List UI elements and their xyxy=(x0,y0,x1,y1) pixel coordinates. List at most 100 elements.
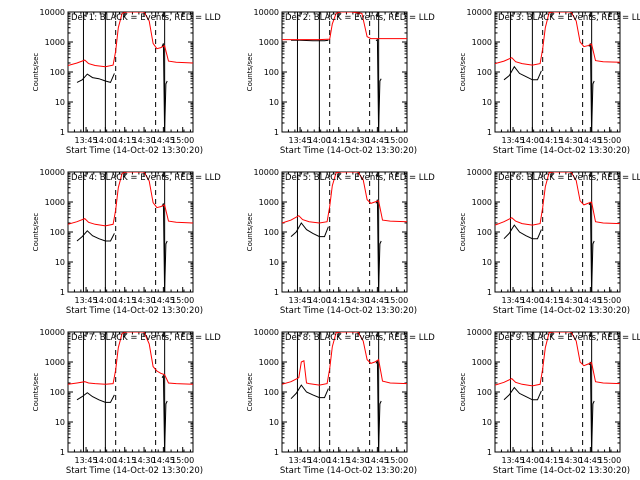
lld-series-line xyxy=(282,172,407,224)
events-series-line xyxy=(503,65,542,81)
lld-series-line xyxy=(495,172,620,226)
y-tick-label: 10 xyxy=(269,258,279,267)
x-tick-label: 14:30 xyxy=(559,296,582,305)
x-tick-label: 15:00 xyxy=(385,136,408,145)
y-tick-label: 1 xyxy=(274,448,279,457)
y-tick-label: 1 xyxy=(487,288,492,297)
y-tick-label: 10000 xyxy=(254,328,279,337)
x-tick-label: 14:45 xyxy=(152,136,175,145)
x-tick-label: 14:15 xyxy=(540,456,563,465)
y-tick-label: 10 xyxy=(55,98,65,107)
x-tick-label: 14:15 xyxy=(540,296,563,305)
x-tick-label: 14:15 xyxy=(113,296,136,305)
y-tick-label: 100 xyxy=(264,68,279,77)
events-series-line xyxy=(290,222,329,238)
lld-series-line xyxy=(68,12,193,68)
y-tick-label: 10000 xyxy=(467,168,492,177)
panel-7: 1 10 100 1000 10000 13:4514:0014:1514:3014:45… xyxy=(32,328,221,476)
x-tick-label: 15:00 xyxy=(598,456,621,465)
x-tick-label: 14:00 xyxy=(94,136,117,145)
events-series-line xyxy=(291,39,329,42)
panel-title: Det 9: BLACK = Events, RED = LLD xyxy=(498,333,640,343)
y-tick-label: 1000 xyxy=(45,198,65,207)
y-tick-label: 1000 xyxy=(259,198,279,207)
x-tick-label: 14:45 xyxy=(152,296,175,305)
x-axis-label: Start Time (14-Oct-02 13:30:20) xyxy=(66,306,203,316)
x-tick-label: 13:45 xyxy=(75,456,98,465)
x-tick-label: 14:30 xyxy=(132,456,155,465)
panel-8: 1 10 100 1000 10000 13:4514:0014:1514:3014:45… xyxy=(246,328,435,476)
events-series-line xyxy=(161,374,168,452)
x-tick-label: 15:00 xyxy=(171,296,194,305)
lld-series-line xyxy=(68,172,193,227)
lld-series-line xyxy=(282,12,407,41)
y-tick-label: 1 xyxy=(487,128,492,137)
x-tick-label: 14:30 xyxy=(346,456,369,465)
events-series-line xyxy=(161,203,168,292)
y-tick-label: 100 xyxy=(477,68,492,77)
panel-title: Det 5: BLACK = Events, RED = LLD xyxy=(285,173,435,183)
x-tick-label: 14:30 xyxy=(559,456,582,465)
panel-2: 1 10 100 1000 10000 13:4514:0014:1514:3014:45… xyxy=(246,8,435,156)
events-series-line xyxy=(290,384,329,400)
y-tick-label: 10000 xyxy=(254,8,279,17)
y-tick-label: 1000 xyxy=(45,358,65,367)
x-tick-label: 13:45 xyxy=(502,456,525,465)
plot-frame xyxy=(281,11,408,133)
y-tick-label: 1 xyxy=(60,288,65,297)
y-axis-label: Counts/sec xyxy=(246,373,254,412)
y-tick-label: 10000 xyxy=(254,168,279,177)
x-tick-label: 14:45 xyxy=(579,136,602,145)
y-tick-label: 10 xyxy=(269,418,279,427)
x-tick-label: 14:30 xyxy=(346,136,369,145)
x-tick-label: 15:00 xyxy=(171,456,194,465)
x-axis-label: Start Time (14-Oct-02 13:30:20) xyxy=(280,306,417,316)
x-tick-label: 14:00 xyxy=(521,136,544,145)
x-tick-label: 14:45 xyxy=(366,296,389,305)
y-axis-label: Counts/sec xyxy=(246,53,254,92)
events-series-line xyxy=(161,43,168,132)
events-series-line xyxy=(503,386,542,401)
x-tick-label: 14:00 xyxy=(521,296,544,305)
panel-5: 1 10 100 1000 10000 13:4514:0014:1514:3014:45… xyxy=(246,168,435,316)
y-tick-label: 10 xyxy=(482,418,492,427)
y-tick-label: 1 xyxy=(274,288,279,297)
y-tick-label: 100 xyxy=(477,388,492,397)
x-axis-label: Start Time (14-Oct-02 13:30:20) xyxy=(66,146,203,156)
panel-title: Det 2: BLACK = Events, RED = LLD xyxy=(285,13,435,23)
y-tick-label: 1000 xyxy=(472,358,492,367)
y-tick-label: 1000 xyxy=(259,358,279,367)
x-tick-label: 13:45 xyxy=(502,136,525,145)
y-tick-label: 1 xyxy=(60,448,65,457)
panel-title: Det 1: BLACK = Events, RED = LLD xyxy=(71,13,221,23)
x-tick-label: 13:45 xyxy=(75,296,98,305)
plot-frame xyxy=(494,331,621,453)
x-tick-label: 14:45 xyxy=(579,456,602,465)
x-tick-label: 15:00 xyxy=(171,136,194,145)
x-tick-label: 14:15 xyxy=(327,296,350,305)
x-axis-label: Start Time (14-Oct-02 13:30:20) xyxy=(280,146,417,156)
x-tick-label: 15:00 xyxy=(385,456,408,465)
y-tick-label: 10000 xyxy=(40,168,65,177)
y-tick-label: 1000 xyxy=(472,38,492,47)
x-tick-label: 14:30 xyxy=(559,136,582,145)
x-tick-label: 13:45 xyxy=(289,456,312,465)
y-tick-label: 10 xyxy=(55,258,65,267)
x-tick-label: 14:30 xyxy=(346,296,369,305)
panel-title: Det 3: BLACK = Events, RED = LLD xyxy=(498,13,640,23)
lld-series-line xyxy=(68,332,193,385)
lld-series-line xyxy=(495,332,620,387)
panel-title: Det 4: BLACK = Events, RED = LLD xyxy=(71,173,221,183)
panel-title: Det 7: BLACK = Events, RED = LLD xyxy=(71,333,221,343)
y-tick-label: 10000 xyxy=(467,8,492,17)
y-tick-label: 10000 xyxy=(467,328,492,337)
panel-6: 1 10 100 1000 10000 13:4514:0014:1514:3014:45… xyxy=(459,168,640,316)
panel-title: Det 8: BLACK = Events, RED = LLD xyxy=(285,333,435,343)
x-tick-label: 14:00 xyxy=(94,456,117,465)
x-tick-label: 13:45 xyxy=(502,296,525,305)
plot-frame xyxy=(494,171,621,293)
plot-frame xyxy=(281,171,408,293)
y-axis-label: Counts/sec xyxy=(32,53,40,92)
y-tick-label: 1 xyxy=(487,448,492,457)
